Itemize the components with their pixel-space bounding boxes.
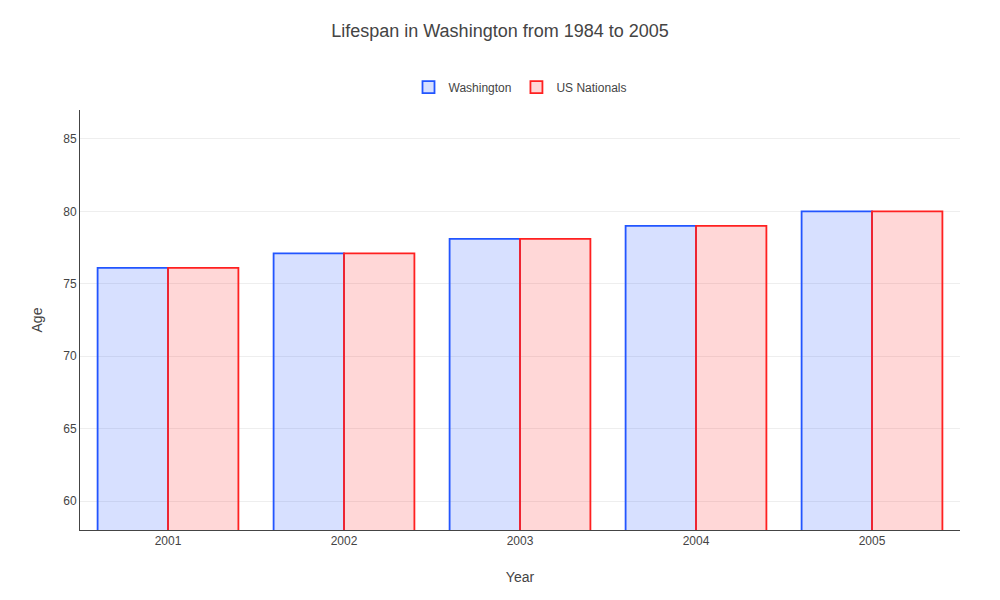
svg-text:80: 80 [63, 205, 77, 219]
svg-text:2005: 2005 [859, 534, 886, 548]
svg-text:Washington: Washington [449, 81, 512, 95]
svg-text:75: 75 [63, 277, 77, 291]
svg-text:2003: 2003 [507, 534, 534, 548]
svg-text:US Nationals: US Nationals [556, 81, 626, 95]
svg-text:70: 70 [63, 349, 77, 363]
svg-text:65: 65 [63, 422, 77, 436]
svg-text:2002: 2002 [331, 534, 358, 548]
svg-text:Year: Year [506, 569, 535, 585]
svg-text:2004: 2004 [683, 534, 710, 548]
svg-text:Age: Age [29, 307, 45, 332]
svg-text:2001: 2001 [155, 534, 182, 548]
svg-text:60: 60 [63, 494, 77, 508]
svg-text:85: 85 [63, 132, 77, 146]
svg-text:Lifespan in Washington from 19: Lifespan in Washington from 1984 to 2005 [331, 21, 669, 41]
